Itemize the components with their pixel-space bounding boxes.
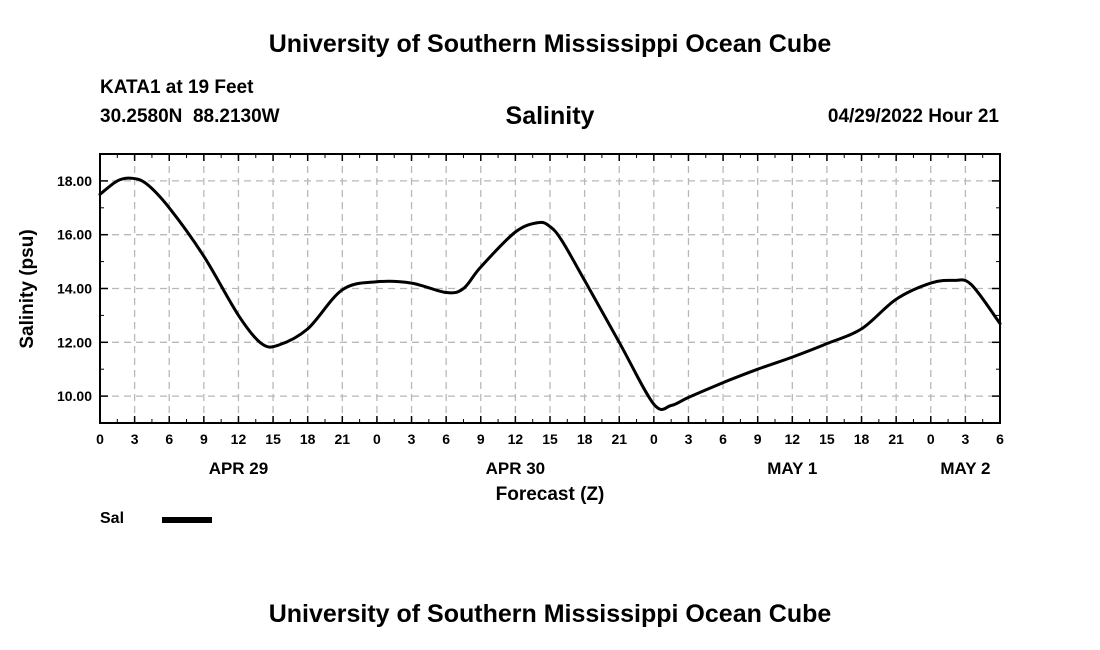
- x-tick-label: 21: [611, 431, 627, 447]
- date-label: MAY 1: [767, 459, 817, 478]
- y-axis-label: Salinity (psu): [17, 229, 38, 348]
- x-tick-label: 18: [300, 431, 316, 447]
- x-tick-label: 0: [373, 431, 381, 447]
- legend-label-sal: Sal: [100, 510, 125, 527]
- x-tick-label: 6: [996, 431, 1004, 447]
- x-tick-label: 0: [927, 431, 935, 447]
- x-tick-label: 9: [477, 431, 485, 447]
- y-tick-label: 10.00: [57, 388, 92, 404]
- date-label: MAY 2: [940, 459, 990, 478]
- x-tick-label: 0: [96, 431, 104, 447]
- x-tick-label: 18: [577, 431, 593, 447]
- y-tick-label: 12.00: [57, 334, 92, 350]
- x-tick-label: 15: [819, 431, 835, 447]
- y-tick-label: 18.00: [57, 173, 92, 189]
- x-axis-label: Forecast (Z): [496, 484, 605, 505]
- x-tick-label: 3: [685, 431, 693, 447]
- x-tick-label: 3: [408, 431, 416, 447]
- x-tick-label: 21: [335, 431, 351, 447]
- x-tick-label: 6: [165, 431, 173, 447]
- footer-title: University of Southern Mississippi Ocean…: [268, 600, 832, 628]
- x-tick-label: 21: [888, 431, 904, 447]
- variable-title: Salinity: [505, 102, 595, 130]
- date-label: APR 29: [209, 459, 269, 478]
- x-tick-label: 3: [131, 431, 139, 447]
- x-tick-label: 6: [719, 431, 727, 447]
- grid-lines: [100, 154, 1000, 423]
- y-tick-label: 14.00: [57, 281, 92, 297]
- station-label: KATA1 at 19 Feet: [100, 77, 254, 98]
- x-tick-label: 3: [961, 431, 969, 447]
- x-tick-label: 9: [200, 431, 208, 447]
- x-tick-label: 15: [542, 431, 558, 447]
- y-tick-label: 16.00: [57, 227, 92, 243]
- series-line-sal: [98, 176, 1002, 411]
- x-tick-label: 18: [854, 431, 870, 447]
- date-label: APR 30: [486, 459, 546, 478]
- x-tick-label: 12: [231, 431, 247, 447]
- forecast-datetime: 04/29/2022 Hour 21: [827, 106, 999, 127]
- station-coordinates: 30.2580N 88.2130W: [100, 106, 280, 127]
- x-tick-label: 15: [265, 431, 281, 447]
- axis-labels: 0 3 6 9 12 15 18 21 0 3 6 9 12 15 18 21 0 3 6 9 12 15 18 21 0 3 6 1…: [57, 173, 1004, 478]
- main-title: University of Southern Mississippi Ocean…: [268, 30, 832, 58]
- x-tick-label: 9: [754, 431, 762, 447]
- x-tick-label: 0: [650, 431, 658, 447]
- x-tick-label: 12: [508, 431, 524, 447]
- legend-line-sal: [162, 517, 212, 523]
- x-tick-label: 12: [785, 431, 801, 447]
- plot-frame: [99, 153, 1001, 424]
- x-tick-label: 6: [442, 431, 450, 447]
